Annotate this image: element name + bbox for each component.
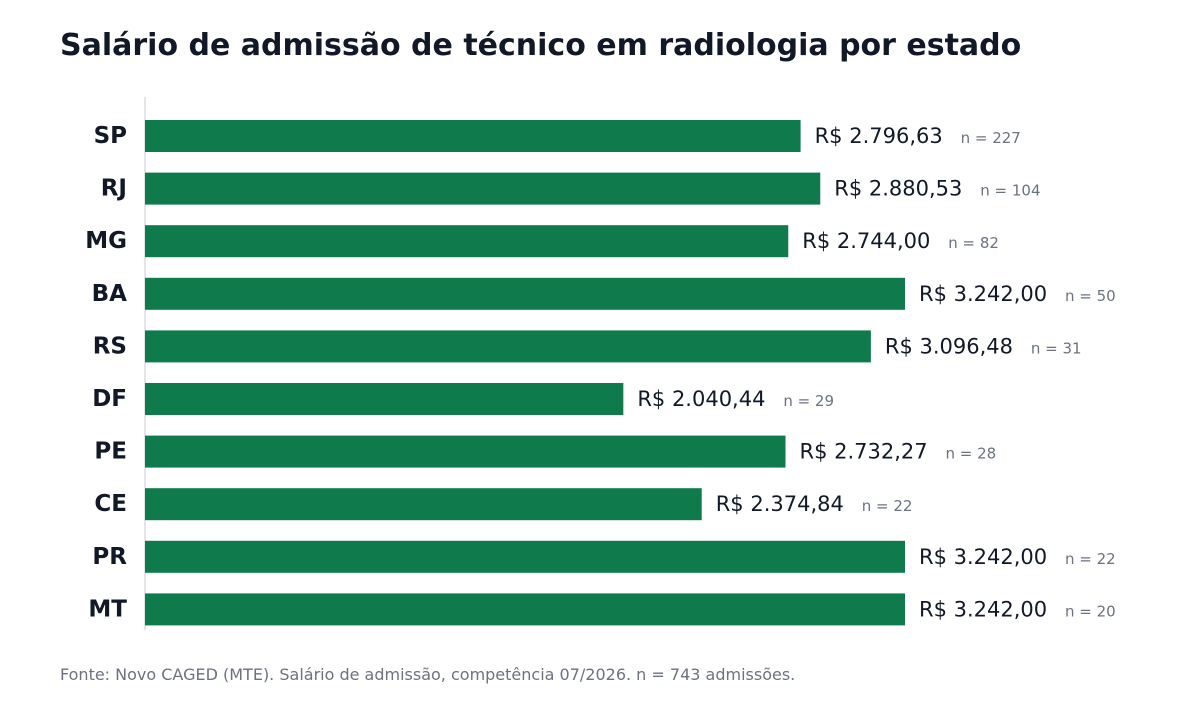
sample-size-label: n = 29: [783, 392, 834, 410]
value-label: R$ 2.880,53: [834, 177, 962, 201]
value-label: R$ 2.374,84: [716, 492, 844, 516]
value-label: R$ 3.242,00: [919, 597, 1047, 621]
category-label: RS: [93, 333, 127, 359]
sample-size-label: n = 20: [1065, 602, 1116, 620]
bar-chart: SP R$ 2.796,63 n = 227 RJ R$ 2.880,53 n = 104…: [85, 97, 1116, 630]
value-label: R$ 2.744,00: [802, 229, 930, 253]
value-label: R$ 3.242,00: [919, 282, 1047, 306]
category-label: CE: [94, 491, 127, 517]
bar-df: [145, 383, 624, 415]
sample-size-label: n = 227: [961, 129, 1021, 147]
sample-size-label: n = 28: [946, 445, 997, 463]
sample-size-label: n = 104: [980, 182, 1040, 200]
value-label: R$ 2.732,27: [800, 440, 928, 464]
source-note: Fonte: Novo CAGED (MTE). Salário de admi…: [60, 665, 796, 684]
bar-mt: [145, 593, 905, 626]
sample-size-label: n = 22: [862, 497, 913, 515]
sample-size-label: n = 22: [1065, 550, 1116, 568]
bar-sp: [145, 120, 801, 152]
value-label: R$ 2.040,44: [637, 387, 765, 411]
sample-size-label: n = 82: [948, 234, 999, 252]
bar-rj: [145, 172, 821, 205]
value-label: R$ 3.242,00: [919, 545, 1047, 569]
category-label: MT: [88, 596, 127, 622]
chart-title: Salário de admissão de técnico em radiol…: [60, 28, 1022, 63]
bar-pe: [145, 435, 786, 468]
category-label: MG: [85, 228, 127, 254]
sample-size-label: n = 31: [1031, 339, 1082, 357]
value-label: R$ 3.096,48: [885, 334, 1013, 358]
bar-ba: [145, 277, 905, 310]
category-label: DF: [92, 386, 127, 412]
value-label: R$ 2.796,63: [815, 124, 943, 148]
bar-pr: [145, 540, 905, 573]
bar-mg: [145, 225, 789, 258]
category-label: BA: [92, 281, 128, 307]
sample-size-label: n = 50: [1065, 287, 1116, 305]
bar-rs: [145, 330, 871, 363]
category-label: PR: [92, 544, 127, 570]
category-label: RJ: [101, 176, 127, 202]
category-label: PE: [94, 439, 127, 465]
category-label: SP: [94, 123, 127, 149]
bar-ce: [145, 488, 702, 521]
